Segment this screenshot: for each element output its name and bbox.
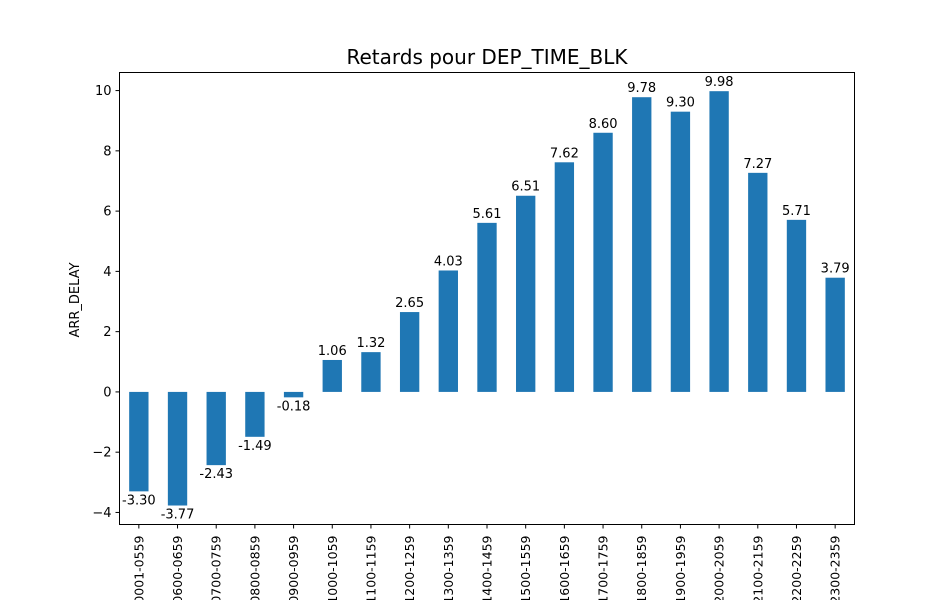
bar-1300-1359 bbox=[438, 270, 458, 392]
x-tick-label: 1300-1359 bbox=[441, 535, 456, 600]
x-tick-label: 2100-2159 bbox=[750, 535, 765, 600]
data-label-0700-0759: -2.43 bbox=[199, 467, 233, 482]
data-label-1000-1059: 1.06 bbox=[318, 344, 347, 359]
bar-1900-1959 bbox=[670, 111, 691, 392]
bar-1200-1259 bbox=[399, 312, 420, 392]
data-label-1700-1759: 8.60 bbox=[589, 117, 618, 132]
y-tick-label: 10 bbox=[95, 84, 112, 99]
y-tick-label: 0 bbox=[103, 385, 111, 400]
x-tick-label: 1400-1459 bbox=[480, 535, 495, 600]
bar-1100-1159 bbox=[361, 352, 381, 392]
x-tick-label: 1000-1059 bbox=[325, 535, 340, 600]
data-labels-layer: -3.30 -3.77 -2.43 -1.49 -0.18 1.06 1.32 2.65 4.0… bbox=[122, 75, 850, 522]
bars-layer bbox=[129, 91, 845, 506]
bar-0600-0659 bbox=[167, 391, 188, 506]
bar-1500-1559 bbox=[516, 195, 536, 392]
data-label-0600-0659: -3.77 bbox=[161, 508, 195, 523]
x-tick-label: 1900-1959 bbox=[673, 535, 688, 600]
y-tick-label: −4 bbox=[92, 506, 111, 521]
data-label-0001-0559: -3.30 bbox=[122, 493, 156, 508]
chart-title: Retards pour DEP_TIME_BLK bbox=[346, 45, 628, 69]
x-ticks-layer: 0001-0559 0600-0659 0700-0759 0800-0859 0900… bbox=[131, 524, 843, 604]
y-tick-label: −2 bbox=[92, 446, 111, 461]
data-label-2000-2059: 9.98 bbox=[705, 75, 734, 90]
x-tick-label: 1200-1259 bbox=[402, 535, 417, 600]
bar-1800-1859 bbox=[632, 97, 652, 392]
data-label-1200-1259: 2.65 bbox=[395, 296, 424, 311]
bar-0900-0959 bbox=[283, 391, 304, 398]
x-tick-label: 1800-1859 bbox=[634, 535, 649, 600]
x-tick-label: 0600-0659 bbox=[170, 535, 185, 600]
y-tick-label: 4 bbox=[103, 265, 111, 280]
plot-frame bbox=[119, 72, 855, 525]
data-label-1300-1359: 4.03 bbox=[434, 254, 463, 269]
data-label-0800-0859: -1.49 bbox=[238, 439, 272, 454]
data-label-1800-1859: 9.78 bbox=[627, 81, 656, 96]
bar-1400-1459 bbox=[477, 222, 497, 392]
x-tick-label: 2000-2059 bbox=[712, 535, 727, 600]
y-axis-label: ARR_DELAY bbox=[68, 262, 83, 337]
x-tick-label: 2200-2259 bbox=[789, 535, 804, 600]
bar-2100-2159 bbox=[748, 172, 768, 392]
bar-1000-1059 bbox=[322, 359, 342, 392]
data-label-1500-1559: 6.51 bbox=[511, 180, 540, 195]
y-tick-label: 8 bbox=[103, 144, 111, 159]
x-tick-label: 1700-1759 bbox=[596, 535, 611, 600]
data-label-1900-1959: 9.30 bbox=[666, 96, 695, 111]
data-label-2300-2359: 3.79 bbox=[821, 262, 850, 277]
x-tick-label: 0700-0759 bbox=[209, 535, 224, 600]
bar-0800-0859 bbox=[245, 391, 265, 437]
bar-2000-2059 bbox=[709, 91, 729, 392]
data-label-2200-2259: 5.71 bbox=[782, 204, 811, 219]
bar-0700-0759 bbox=[206, 391, 226, 466]
bar-1700-1759 bbox=[593, 132, 613, 392]
x-tick-label: 0001-0559 bbox=[131, 535, 146, 600]
x-tick-label: 1100-1159 bbox=[363, 535, 378, 600]
bar-2300-2359 bbox=[825, 277, 845, 392]
x-tick-label: 2300-2359 bbox=[828, 535, 843, 600]
data-label-0900-0959: -0.18 bbox=[277, 399, 311, 414]
data-label-1100-1159: 1.32 bbox=[356, 336, 385, 351]
bar-1600-1659 bbox=[554, 162, 575, 392]
x-tick-label: 1500-1559 bbox=[518, 535, 533, 600]
bar-0001-0559 bbox=[129, 391, 149, 492]
y-tick-label: 6 bbox=[103, 205, 111, 220]
bar-2200-2259 bbox=[786, 219, 807, 392]
data-label-1400-1459: 5.61 bbox=[473, 207, 502, 222]
x-tick-label: 0900-0959 bbox=[286, 535, 301, 600]
x-tick-label: 1600-1659 bbox=[557, 535, 572, 600]
y-ticks-layer: −4 −2 0 2 4 6 8 10 bbox=[92, 84, 120, 521]
data-label-2100-2159: 7.27 bbox=[743, 157, 772, 172]
data-label-1600-1659: 7.62 bbox=[550, 146, 579, 161]
y-tick-label: 2 bbox=[103, 325, 111, 340]
x-tick-label: 0800-0859 bbox=[247, 535, 262, 600]
